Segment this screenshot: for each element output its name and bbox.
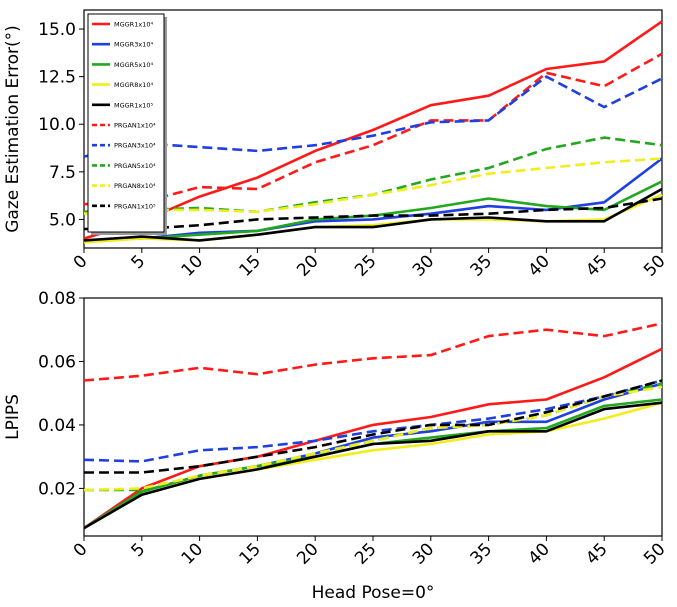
x-tick-label: 35 (467, 251, 496, 280)
x-tick-label: 25 (351, 251, 380, 280)
y-tick-label: 0.08 (38, 289, 76, 309)
series-line-7 (83, 379, 663, 463)
x-tick-label: 10 (178, 539, 207, 568)
legend-entry: PRGAN3x10⁴ (114, 142, 156, 150)
y-tick-label: 7.5 (49, 163, 76, 183)
x-tick-label: 40 (524, 539, 553, 568)
series-line-3 (83, 180, 663, 242)
x-tick-label: 20 (293, 251, 322, 280)
legend: MGGR1x10⁴ MGGR3x10⁴ MGGR5x10⁴ MGGR8x10⁴ MGGR… (87, 13, 167, 235)
chart-panel-1: 5.0 7.5 10.0 12.5 15.0 0 5 10 15 20 25 30 35 40 45 50 Ga… (3, 9, 670, 281)
x-axis-label: Head Pose=0° (312, 583, 435, 603)
legend-entry: PRGAN1x10⁴ (114, 122, 156, 130)
chart-panel-2: 0.02 0.04 0.06 0.08 0 5 10 15 20 25 30 35 40 45 50 LPIP… (3, 289, 670, 603)
x-tick-label: 10 (178, 251, 207, 280)
x-tick-label: 30 (409, 539, 438, 568)
series-line-5 (83, 187, 663, 242)
legend-entry: PRGAN1x10⁵ (114, 202, 156, 210)
series-line-3 (83, 398, 663, 530)
legend-entry: MGGR1x10⁴ (114, 21, 153, 29)
x-tick-label: 5 (128, 539, 150, 561)
y-tick-label: 0.06 (38, 352, 76, 372)
y-tick-label: 12.5 (38, 68, 76, 88)
x-tick-label: 45 (582, 251, 611, 280)
x-tick-label: 45 (582, 539, 611, 568)
x-tick-label: 15 (235, 539, 264, 568)
series-line-1 (83, 347, 663, 530)
y-tick-label: 0.04 (38, 416, 76, 436)
series-line-6 (83, 322, 663, 382)
legend-entry: MGGR1x10⁵ (114, 101, 153, 109)
y-axis-label: Gaze Estimation Error(°) (3, 25, 23, 233)
series-line-9 (83, 385, 663, 492)
y-tick-label: 0.02 (38, 479, 76, 499)
series-line-8 (83, 136, 663, 214)
x-tick-label: 35 (467, 539, 496, 568)
y-tick-label: 15.0 (38, 20, 76, 40)
x-tick-label: 0 (70, 539, 92, 561)
x-tick-label: 15 (235, 251, 264, 280)
series-line-10 (84, 197, 663, 231)
legend-entry: MGGR3x10⁴ (114, 41, 153, 49)
x-tick-label: 30 (409, 251, 438, 280)
series-line-6 (83, 52, 663, 206)
series-line-1 (83, 20, 663, 240)
legend-entry: MGGR8x10⁴ (114, 81, 153, 89)
x-tick-label: 5 (128, 251, 150, 273)
series-line-10 (84, 379, 663, 474)
series-line-5 (83, 401, 663, 530)
legend-box (87, 13, 165, 233)
legend-entry: PRGAN5x10⁴ (114, 162, 156, 170)
x-tick-label: 25 (351, 539, 380, 568)
legend-entry: MGGR5x10⁴ (114, 61, 153, 69)
x-tick-label: 0 (70, 251, 92, 273)
x-tick-label: 50 (640, 251, 669, 280)
legend-entry: PRGAN8x10⁴ (114, 182, 156, 190)
y-tick-label: 10.0 (38, 115, 76, 135)
y-axis-label: LPIPS (3, 394, 23, 440)
x-tick-label: 20 (293, 539, 322, 568)
y-tick-label: 5.0 (49, 210, 76, 230)
x-tick-label: 50 (640, 539, 669, 568)
series-line-9 (83, 157, 663, 215)
series-line-7 (83, 75, 663, 158)
x-tick-label: 40 (524, 251, 553, 280)
